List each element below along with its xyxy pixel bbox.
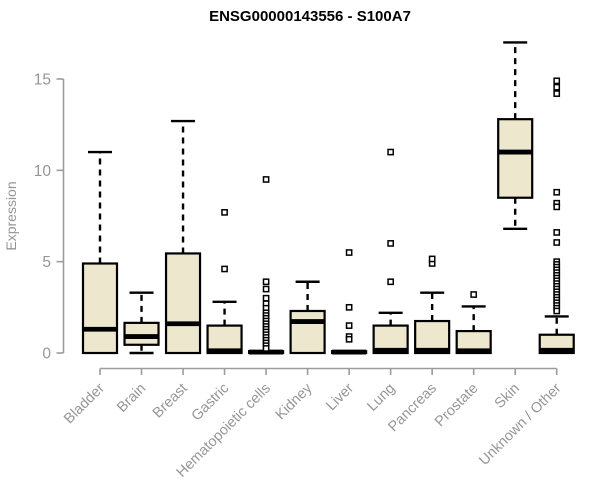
box-kidney <box>289 309 326 355</box>
outlier-point-hematopoietic-cells <box>262 278 270 286</box>
outlier-point-liver <box>345 335 353 343</box>
box-pancreas <box>414 319 451 355</box>
outlier-point-hematopoietic-cells <box>262 294 270 302</box>
x-category-label: Bladder <box>61 380 108 427</box>
y-tick-label: 5 <box>42 254 51 271</box>
outlier-point-prostate <box>470 291 478 298</box>
outlier-point-liver <box>345 322 353 329</box>
box-skin <box>497 118 534 199</box>
y-tick-label: 15 <box>34 71 51 88</box>
outlier-point-lung <box>387 278 394 286</box>
x-category-label: Liver <box>323 380 357 414</box>
chart-title: ENSG00000143556 - S100A7 <box>209 8 411 25</box>
y-tick-label: 10 <box>34 163 52 180</box>
outlier-point-pancreas <box>428 255 436 263</box>
outlier-point-liver <box>345 303 353 311</box>
outlier-point-unknown-other <box>553 77 561 85</box>
outlier-point-hematopoietic-cells <box>262 176 270 183</box>
x-category-label: Breast <box>150 381 191 422</box>
outlier-point-unknown-other <box>553 188 561 196</box>
outlier-point-hematopoietic-cells <box>262 345 270 352</box>
outlier-point-lung <box>387 240 394 247</box>
outlier-point-liver <box>345 249 353 256</box>
outlier-point-lung <box>387 148 394 156</box>
outlier-point-unknown-other <box>553 83 561 91</box>
x-category-label: Prostate <box>432 381 481 430</box>
outlier-point-unknown-other <box>553 90 561 97</box>
outlier-point-gastric <box>221 208 228 216</box>
x-category-label: Skin <box>492 381 523 412</box>
x-category-label: Lung <box>364 381 398 415</box>
y-tick-label: 0 <box>42 346 51 363</box>
box-bladder <box>81 262 119 355</box>
box-brain <box>123 321 160 346</box>
outlier-point-gastric <box>221 265 228 273</box>
outlier-point-hematopoietic-cells <box>262 285 270 293</box>
outlier-point-unknown-other <box>553 239 561 246</box>
outlier-point-unknown-other <box>553 203 561 211</box>
y-axis-title: Expression <box>3 181 19 250</box>
x-category-label: Brain <box>114 381 149 416</box>
box-breast <box>164 252 202 355</box>
x-category-label: Kidney <box>273 380 316 423</box>
outlier-point-unknown-other <box>553 307 561 315</box>
outlier-point-unknown-other <box>553 229 561 236</box>
